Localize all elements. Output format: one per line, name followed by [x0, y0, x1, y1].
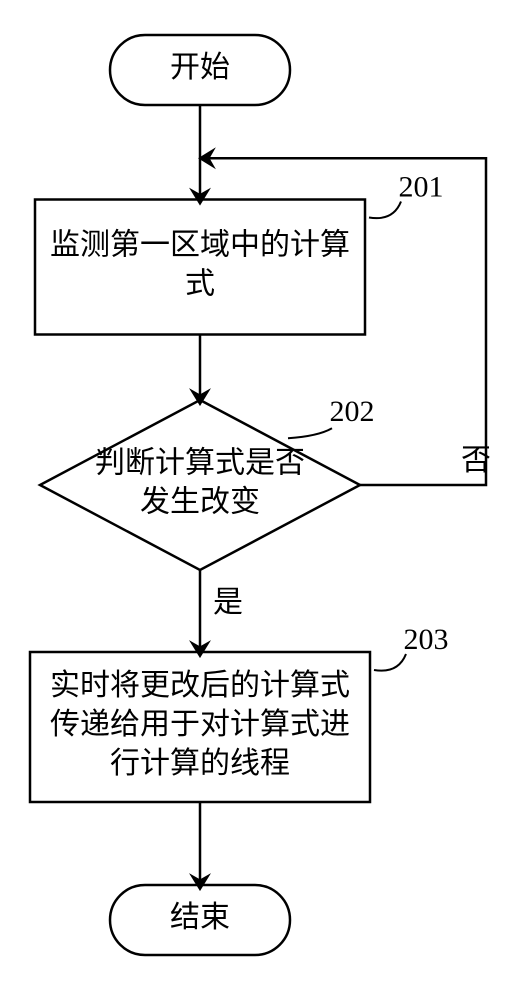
svg-text:201: 201 — [399, 170, 444, 203]
svg-text:行计算的线程: 行计算的线程 — [110, 747, 290, 780]
svg-text:实时将更改后的计算式: 实时将更改后的计算式 — [50, 669, 350, 702]
svg-text:监测第一区域中的计算: 监测第一区域中的计算 — [50, 228, 350, 261]
edge-decision-step1: 否 — [206, 158, 491, 485]
svg-text:传递给用于对计算式进: 传递给用于对计算式进 — [50, 708, 350, 741]
svg-text:判断计算式是否: 判断计算式是否 — [95, 446, 305, 479]
svg-text:是: 是 — [213, 586, 243, 619]
svg-text:发生改变: 发生改变 — [140, 485, 260, 518]
svg-text:否: 否 — [461, 444, 491, 477]
svg-text:203: 203 — [404, 623, 449, 656]
edge-decision-step2: 是 — [200, 570, 243, 650]
node-decision: 202 — [40, 395, 375, 570]
svg-text:开始: 开始 — [170, 51, 230, 84]
svg-text:式: 式 — [185, 267, 215, 300]
svg-text:结束: 结束 — [170, 901, 230, 934]
svg-text:202: 202 — [330, 395, 375, 428]
